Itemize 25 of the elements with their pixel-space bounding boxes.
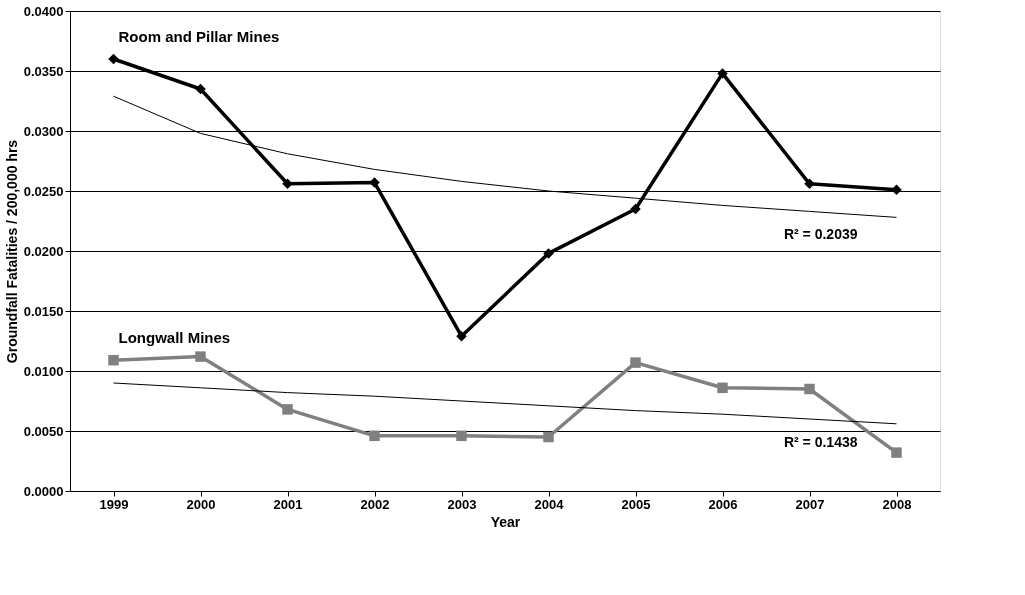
x-tick-label: 1999 xyxy=(99,496,129,512)
y-axis-title: Groundfall Fatalities / 200,000 hrs xyxy=(3,139,20,364)
y-tick-label: 0.0150 xyxy=(23,303,64,319)
x-tick-label: 2005 xyxy=(621,496,651,512)
y-tick-label: 0.0250 xyxy=(23,183,64,199)
series-label: Room and Pillar Mines xyxy=(118,28,280,45)
x-axis-title: Year xyxy=(490,513,521,530)
y-tick-label: 0.0300 xyxy=(23,123,64,139)
annotation: R² = 0.2039 xyxy=(783,226,858,243)
y-tick-label: 0.0050 xyxy=(23,423,64,439)
y-tick-label: 0.0100 xyxy=(23,363,64,379)
x-tick-label: 2001 xyxy=(273,496,303,512)
annotation: R² = 0.1438 xyxy=(783,434,858,450)
x-tick-label: 2002 xyxy=(360,496,390,512)
y-tick-label: 0.0200 xyxy=(23,243,64,259)
y-tick-label: 0.0000 xyxy=(23,483,64,499)
series-label: Longwall Mines xyxy=(118,329,231,347)
x-tick-label: 2006 xyxy=(708,496,738,512)
x-tick-label: 2007 xyxy=(795,496,825,512)
x-tick-label: 2003 xyxy=(447,496,477,512)
x-tick-label: 2004 xyxy=(534,496,565,512)
y-tick-label: 0.0400 xyxy=(23,3,64,19)
y-tick-label: 0.0350 xyxy=(23,63,64,79)
x-tick-label: 2008 xyxy=(882,496,912,512)
x-tick-label: 2000 xyxy=(186,496,216,512)
